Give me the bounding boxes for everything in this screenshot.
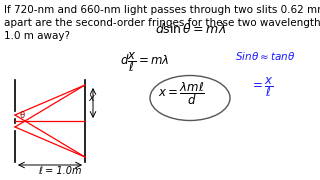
Text: ℓ = 1.0m: ℓ = 1.0m [38, 166, 82, 176]
Text: If 720-nm and 660-nm light passes through two slits 0.62 mm apart, how far
apart: If 720-nm and 660-nm light passes throug… [4, 5, 320, 41]
Text: $d\sin\theta = m\lambda$: $d\sin\theta = m\lambda$ [155, 22, 226, 36]
Text: $d\dfrac{x}{\ell} = m\lambda$: $d\dfrac{x}{\ell} = m\lambda$ [120, 50, 170, 74]
Text: $x = \dfrac{\lambda m\ell}{d}$: $x = \dfrac{\lambda m\ell}{d}$ [158, 80, 205, 107]
Text: $= \dfrac{x}{\ell}$: $= \dfrac{x}{\ell}$ [250, 75, 274, 99]
Text: θ: θ [20, 111, 25, 120]
Text: x: x [88, 93, 94, 103]
Text: $Sin\theta \approx tan\theta$: $Sin\theta \approx tan\theta$ [235, 50, 295, 62]
